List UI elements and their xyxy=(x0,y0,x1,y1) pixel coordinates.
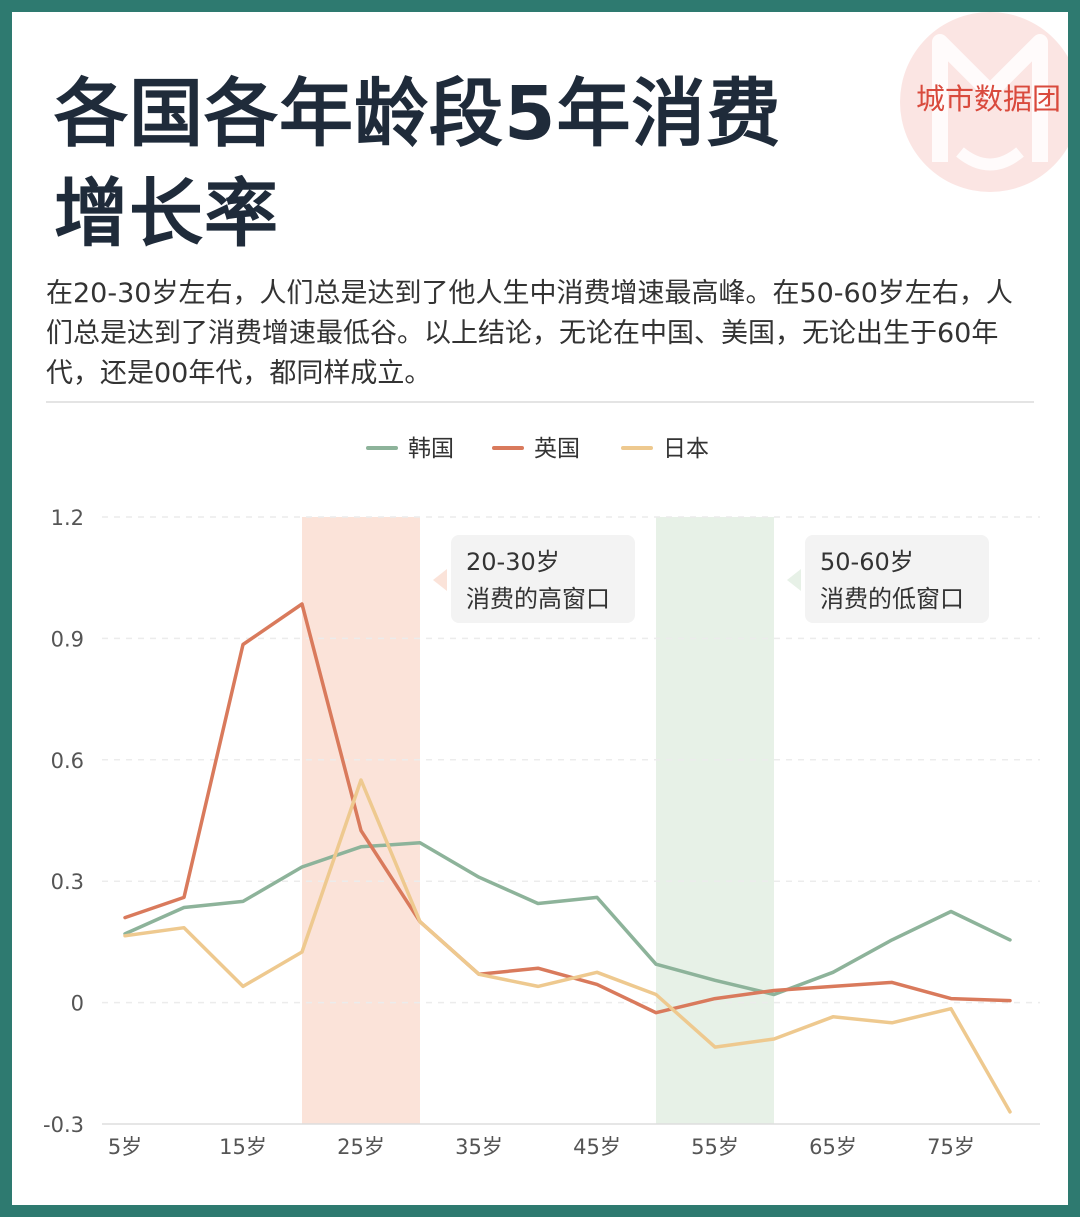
highlight-band-2 xyxy=(656,517,774,1124)
x-tick-label: 15岁 xyxy=(219,1135,267,1159)
x-tick-label: 45岁 xyxy=(573,1135,621,1159)
brand-logo-icon xyxy=(932,34,1048,171)
series-line-1 xyxy=(123,841,1012,997)
highlight-band-1 xyxy=(302,517,420,1124)
divider xyxy=(46,401,1034,403)
annotation-pointer-1 xyxy=(433,569,447,591)
description-text: 在20-30岁左右，人们总是达到了他人生中消费增速最高峰。在50-60岁左右，人… xyxy=(46,278,1013,389)
brand-name: 城市数据团 xyxy=(916,82,1062,116)
y-tick-label: -0.3 xyxy=(43,1113,84,1137)
annotation-box-2 xyxy=(805,535,989,623)
annotation-line2-1: 消费的高窗口 xyxy=(466,585,610,613)
x-tick-label: 5岁 xyxy=(108,1135,142,1159)
annotation-line2-2: 消费的低窗口 xyxy=(820,585,964,613)
annotation-line1-2: 50-60岁 xyxy=(820,548,914,576)
legend-label-3: 日本 xyxy=(663,436,709,462)
annotation-pointer-2 xyxy=(787,569,801,591)
axis-labels: 1.2 0.9 0.6 0.3 0 -0.3 5岁 15岁 25岁 35岁 45岁 55岁 65岁 75岁 xyxy=(43,506,975,1159)
brand-logo xyxy=(900,12,1068,192)
x-tick-label: 75岁 xyxy=(927,1135,975,1159)
x-tick-label: 65岁 xyxy=(809,1135,857,1159)
legend-label-1: 韩国 xyxy=(408,436,454,462)
series-line-3 xyxy=(123,778,1012,1114)
legend: 韩国 英国 日本 xyxy=(366,436,709,462)
y-tick-label: 0 xyxy=(71,992,84,1016)
series-lines xyxy=(123,602,1012,1114)
x-tick-label: 25岁 xyxy=(337,1135,385,1159)
y-tick-label: 0.3 xyxy=(51,870,84,894)
legend-label-2: 英国 xyxy=(534,436,580,462)
annotation-line1-1: 20-30岁 xyxy=(466,548,560,576)
grid-lines xyxy=(102,516,1040,1125)
annotation-box-1 xyxy=(451,535,635,623)
y-tick-label: 0.6 xyxy=(51,749,84,773)
chart-card: 各国各年龄段5年消费增长率 城市数据团 在20-30岁左右，人们总是达到了他人生… xyxy=(12,12,1068,1205)
page-title: 各国各年龄段5年消费增长率 xyxy=(54,71,782,257)
x-tick-label: 55岁 xyxy=(691,1135,739,1159)
x-tick-label: 35岁 xyxy=(455,1135,503,1159)
series-line-2 xyxy=(123,602,1012,1015)
y-tick-label: 0.9 xyxy=(51,627,84,651)
highlight-bands xyxy=(302,517,774,1124)
y-tick-label: 1.2 xyxy=(51,506,84,530)
